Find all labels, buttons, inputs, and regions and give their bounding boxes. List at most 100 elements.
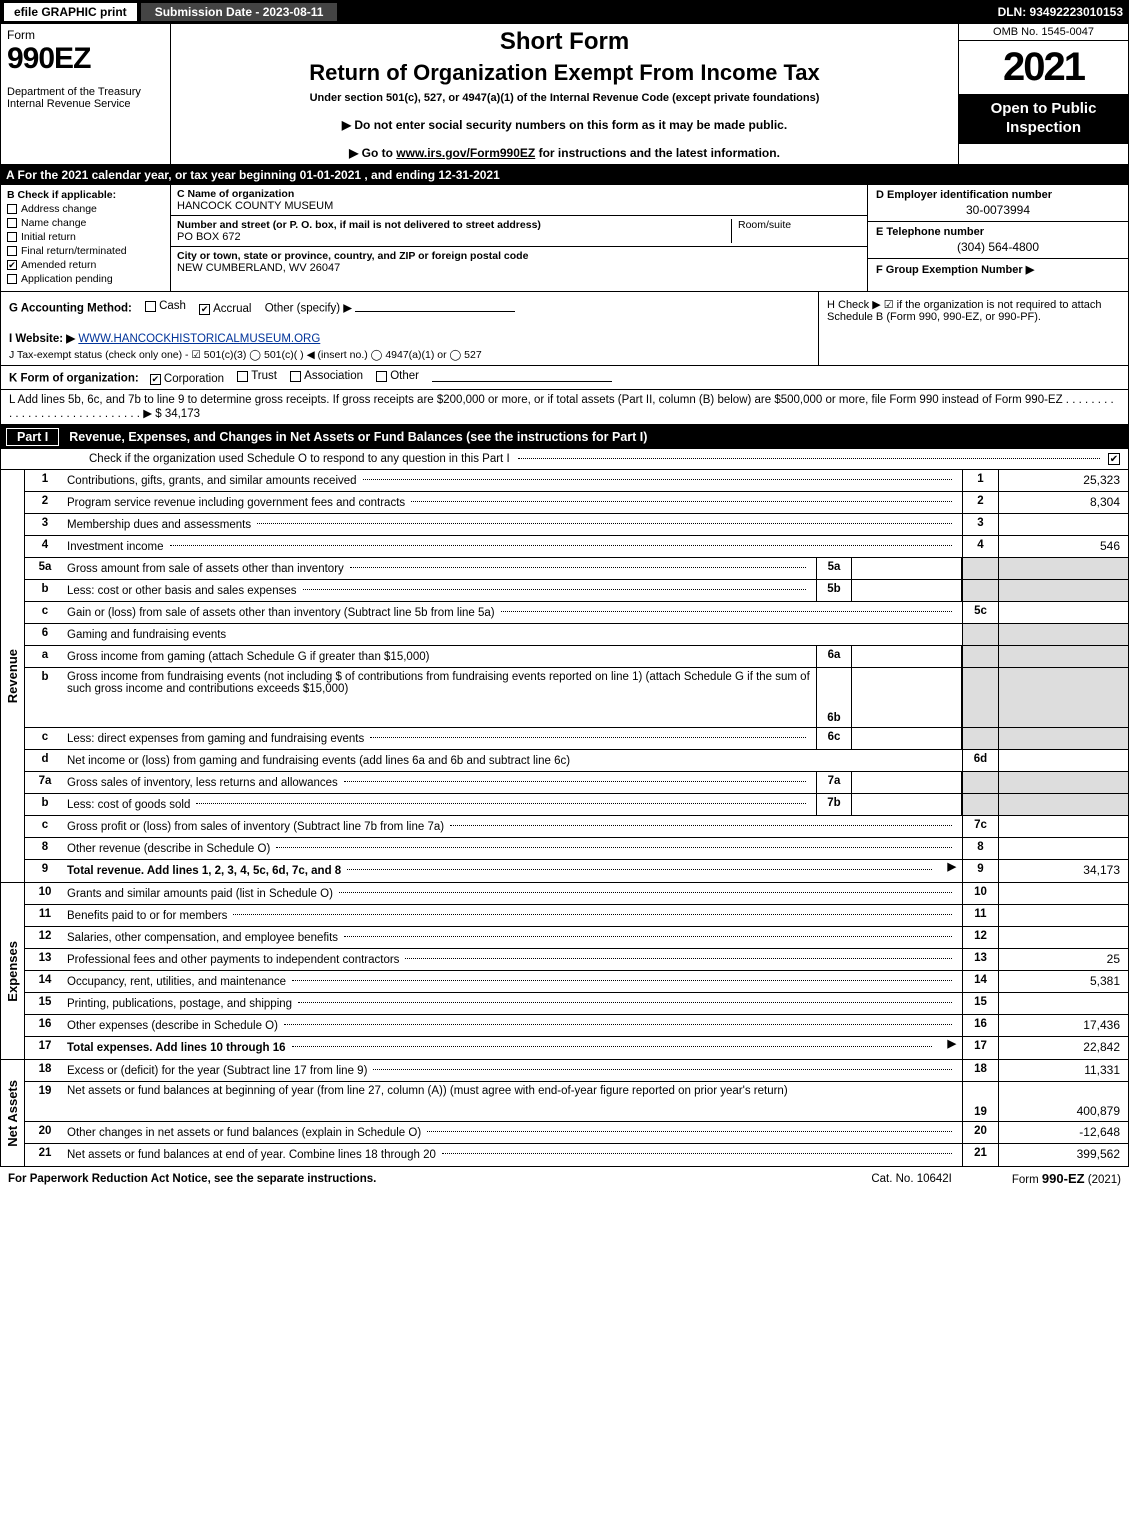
- schedule-b-text: H Check ▶ ☑ if the organization is not r…: [827, 299, 1102, 323]
- line-desc: Investment income: [65, 536, 962, 557]
- mid-num: 6a: [816, 646, 852, 667]
- mid-num: 5b: [816, 580, 852, 601]
- line-num: 10: [25, 883, 65, 904]
- org-name-value: HANCOCK COUNTY MUSEUM: [177, 200, 861, 212]
- line-rnum: 5c: [962, 602, 998, 623]
- line-num: 9: [25, 860, 65, 882]
- line-desc: Professional fees and other payments to …: [65, 949, 962, 970]
- irs-link[interactable]: www.irs.gov/Form990EZ: [396, 146, 535, 160]
- line-rnum: [962, 668, 998, 727]
- line-rnum: 2: [962, 492, 998, 513]
- open-public: Open to Public Inspection: [959, 94, 1128, 144]
- checkbox-icon: ✔: [1108, 453, 1120, 465]
- check-trust[interactable]: Trust: [237, 370, 277, 382]
- line-desc: Occupancy, rent, utilities, and maintena…: [65, 971, 962, 992]
- line-desc: Contributions, gifts, grants, and simila…: [65, 470, 962, 491]
- mid-val: [852, 646, 962, 667]
- line-num: 4: [25, 536, 65, 557]
- top-bar: efile GRAPHIC print Submission Date - 20…: [0, 0, 1129, 24]
- check-name-change[interactable]: Name change: [7, 217, 164, 229]
- mid-num: 5a: [816, 558, 852, 579]
- line-rnum: 17: [962, 1037, 998, 1059]
- mid-num: 6b: [816, 668, 852, 727]
- group-exemption-label: F Group Exemption Number ▶: [876, 263, 1120, 276]
- line-rnum: 11: [962, 905, 998, 926]
- line-num: 12: [25, 927, 65, 948]
- part-1-header: Part I Revenue, Expenses, and Changes in…: [0, 425, 1129, 449]
- check-label: Final return/terminated: [21, 245, 127, 257]
- trust-label: Trust: [251, 370, 277, 382]
- line-num: 2: [25, 492, 65, 513]
- line-value: [998, 624, 1128, 645]
- check-cash[interactable]: Cash: [145, 300, 186, 312]
- check-accrual[interactable]: ✔Accrual: [199, 303, 251, 315]
- check-final-return[interactable]: Final return/terminated: [7, 245, 164, 257]
- line-rnum: 3: [962, 514, 998, 535]
- tax-year: 2021: [959, 41, 1128, 94]
- line-desc: Other revenue (describe in Schedule O): [65, 838, 962, 859]
- line-num: 21: [25, 1144, 65, 1166]
- department: Department of the Treasury Internal Reve…: [7, 86, 164, 110]
- net-assets-block: Net Assets 18Excess or (deficit) for the…: [0, 1060, 1129, 1167]
- website-link[interactable]: WWW.HANCOCKHISTORICALMUSEUM.ORG: [78, 333, 320, 345]
- line-rnum: 21: [962, 1144, 998, 1166]
- ein-label: D Employer identification number: [876, 189, 1120, 201]
- line-value: [998, 838, 1128, 859]
- line-num: 14: [25, 971, 65, 992]
- line-desc: Other expenses (describe in Schedule O): [65, 1015, 962, 1036]
- city-label: City or town, state or province, country…: [177, 250, 861, 262]
- line-rnum: [962, 646, 998, 667]
- line-num: b: [25, 794, 65, 815]
- short-form-title: Short Form: [177, 28, 952, 56]
- line-num: 8: [25, 838, 65, 859]
- line-desc: Net assets or fund balances at beginning…: [65, 1082, 962, 1121]
- line-rnum: [962, 794, 998, 815]
- line-rnum: 18: [962, 1060, 998, 1081]
- accrual-label: Accrual: [213, 303, 251, 315]
- line-desc: Gain or (loss) from sale of assets other…: [65, 602, 962, 623]
- form-ref: Form 990-EZ (2021): [1012, 1171, 1121, 1186]
- check-initial-return[interactable]: Initial return: [7, 231, 164, 243]
- line-desc: Total revenue. Add lines 1, 2, 3, 4, 5c,…: [67, 865, 341, 877]
- line-rnum: 10: [962, 883, 998, 904]
- line-rnum: 16: [962, 1015, 998, 1036]
- line-desc: Less: cost of goods sold: [65, 794, 816, 815]
- row-k: K Form of organization: ✔Corporation Tru…: [0, 366, 1129, 390]
- part-1-sub: Check if the organization used Schedule …: [0, 449, 1129, 470]
- submission-date: Submission Date - 2023-08-11: [141, 3, 338, 21]
- checkbox-icon: [7, 246, 17, 256]
- line-value: [998, 646, 1128, 667]
- check-association[interactable]: Association: [290, 370, 363, 382]
- line-num: b: [25, 668, 65, 727]
- line-rnum: [962, 580, 998, 601]
- form-title: Return of Organization Exempt From Incom…: [177, 60, 952, 86]
- address-label: Number and street (or P. O. box, if mail…: [177, 219, 731, 231]
- line-value: [998, 750, 1128, 771]
- part-tag: Part I: [6, 428, 59, 446]
- arrow-icon: ▶: [942, 1037, 962, 1059]
- line-a: A For the 2021 calendar year, or tax yea…: [0, 165, 1129, 185]
- cat-number: Cat. No. 10642I: [871, 1173, 952, 1185]
- line-desc: Less: direct expenses from gaming and fu…: [65, 728, 816, 749]
- checkbox-icon: [7, 218, 17, 228]
- check-label: Address change: [21, 203, 97, 215]
- check-corporation[interactable]: ✔Corporation: [150, 373, 224, 385]
- line-value: 25: [998, 949, 1128, 970]
- line-desc: Other changes in net assets or fund bala…: [65, 1122, 962, 1143]
- checkbox-icon: [290, 371, 301, 382]
- check-address-change[interactable]: Address change: [7, 203, 164, 215]
- line-num: c: [25, 602, 65, 623]
- line-desc: Benefits paid to or for members: [65, 905, 962, 926]
- check-other[interactable]: Other: [376, 370, 419, 382]
- line-num: 17: [25, 1037, 65, 1059]
- checkbox-icon: [145, 301, 156, 312]
- check-amended-return[interactable]: ✔Amended return: [7, 259, 164, 271]
- net-assets-side-label: Net Assets: [5, 1080, 20, 1147]
- line-num: 18: [25, 1060, 65, 1081]
- check-application-pending[interactable]: Application pending: [7, 273, 164, 285]
- line-desc: Membership dues and assessments: [65, 514, 962, 535]
- efile-print-button[interactable]: efile GRAPHIC print: [4, 3, 137, 21]
- revenue-block: Revenue 1Contributions, gifts, grants, a…: [0, 470, 1129, 883]
- line-num: 3: [25, 514, 65, 535]
- mid-num: 7b: [816, 794, 852, 815]
